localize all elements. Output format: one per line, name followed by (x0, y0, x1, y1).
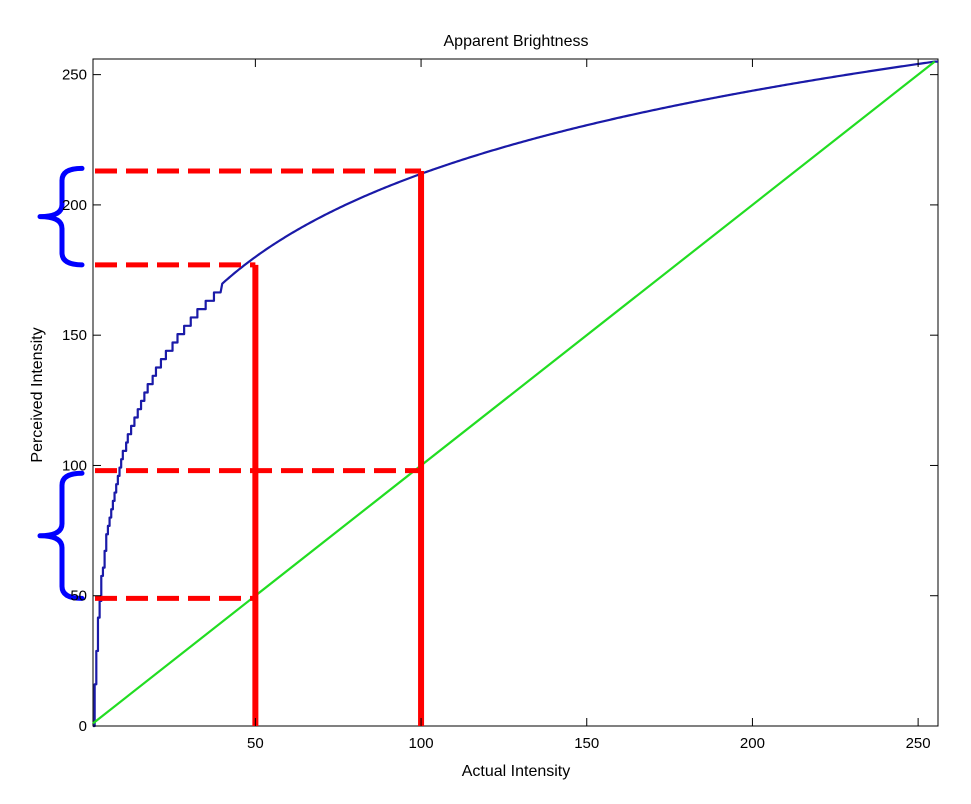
y-tick-label: 200 (62, 197, 87, 214)
series-layer (92, 60, 938, 728)
x-tick-label: 150 (574, 735, 599, 752)
blue-brace-0 (37, 470, 85, 601)
blue-brace-1 (37, 165, 85, 268)
plot-frame (92, 58, 939, 727)
x-tick-label: 50 (247, 735, 264, 752)
x-tick-label: 250 (906, 735, 931, 752)
chart-title: Apparent Brightness (444, 33, 589, 50)
plot-border (92, 58, 939, 727)
annotation-layer (37, 165, 425, 726)
series-line-1 (92, 60, 936, 725)
y-tick-label: 100 (62, 457, 87, 474)
y-tick-label: 0 (79, 718, 87, 735)
x-tick-label: 200 (740, 735, 765, 752)
ticks-layer: 50 100 150 200 250 0 50 100 150 200 250 (62, 59, 938, 752)
y-tick-label: 250 (62, 67, 87, 84)
x-tick-label: 100 (409, 735, 434, 752)
series-line-0 (93, 60, 938, 728)
y-tick-label: 50 (70, 588, 87, 605)
y-tick-label: 150 (62, 327, 87, 344)
y-axis-label: Perceived Intensity (29, 327, 46, 462)
x-axis-label: Actual Intensity (462, 763, 571, 780)
